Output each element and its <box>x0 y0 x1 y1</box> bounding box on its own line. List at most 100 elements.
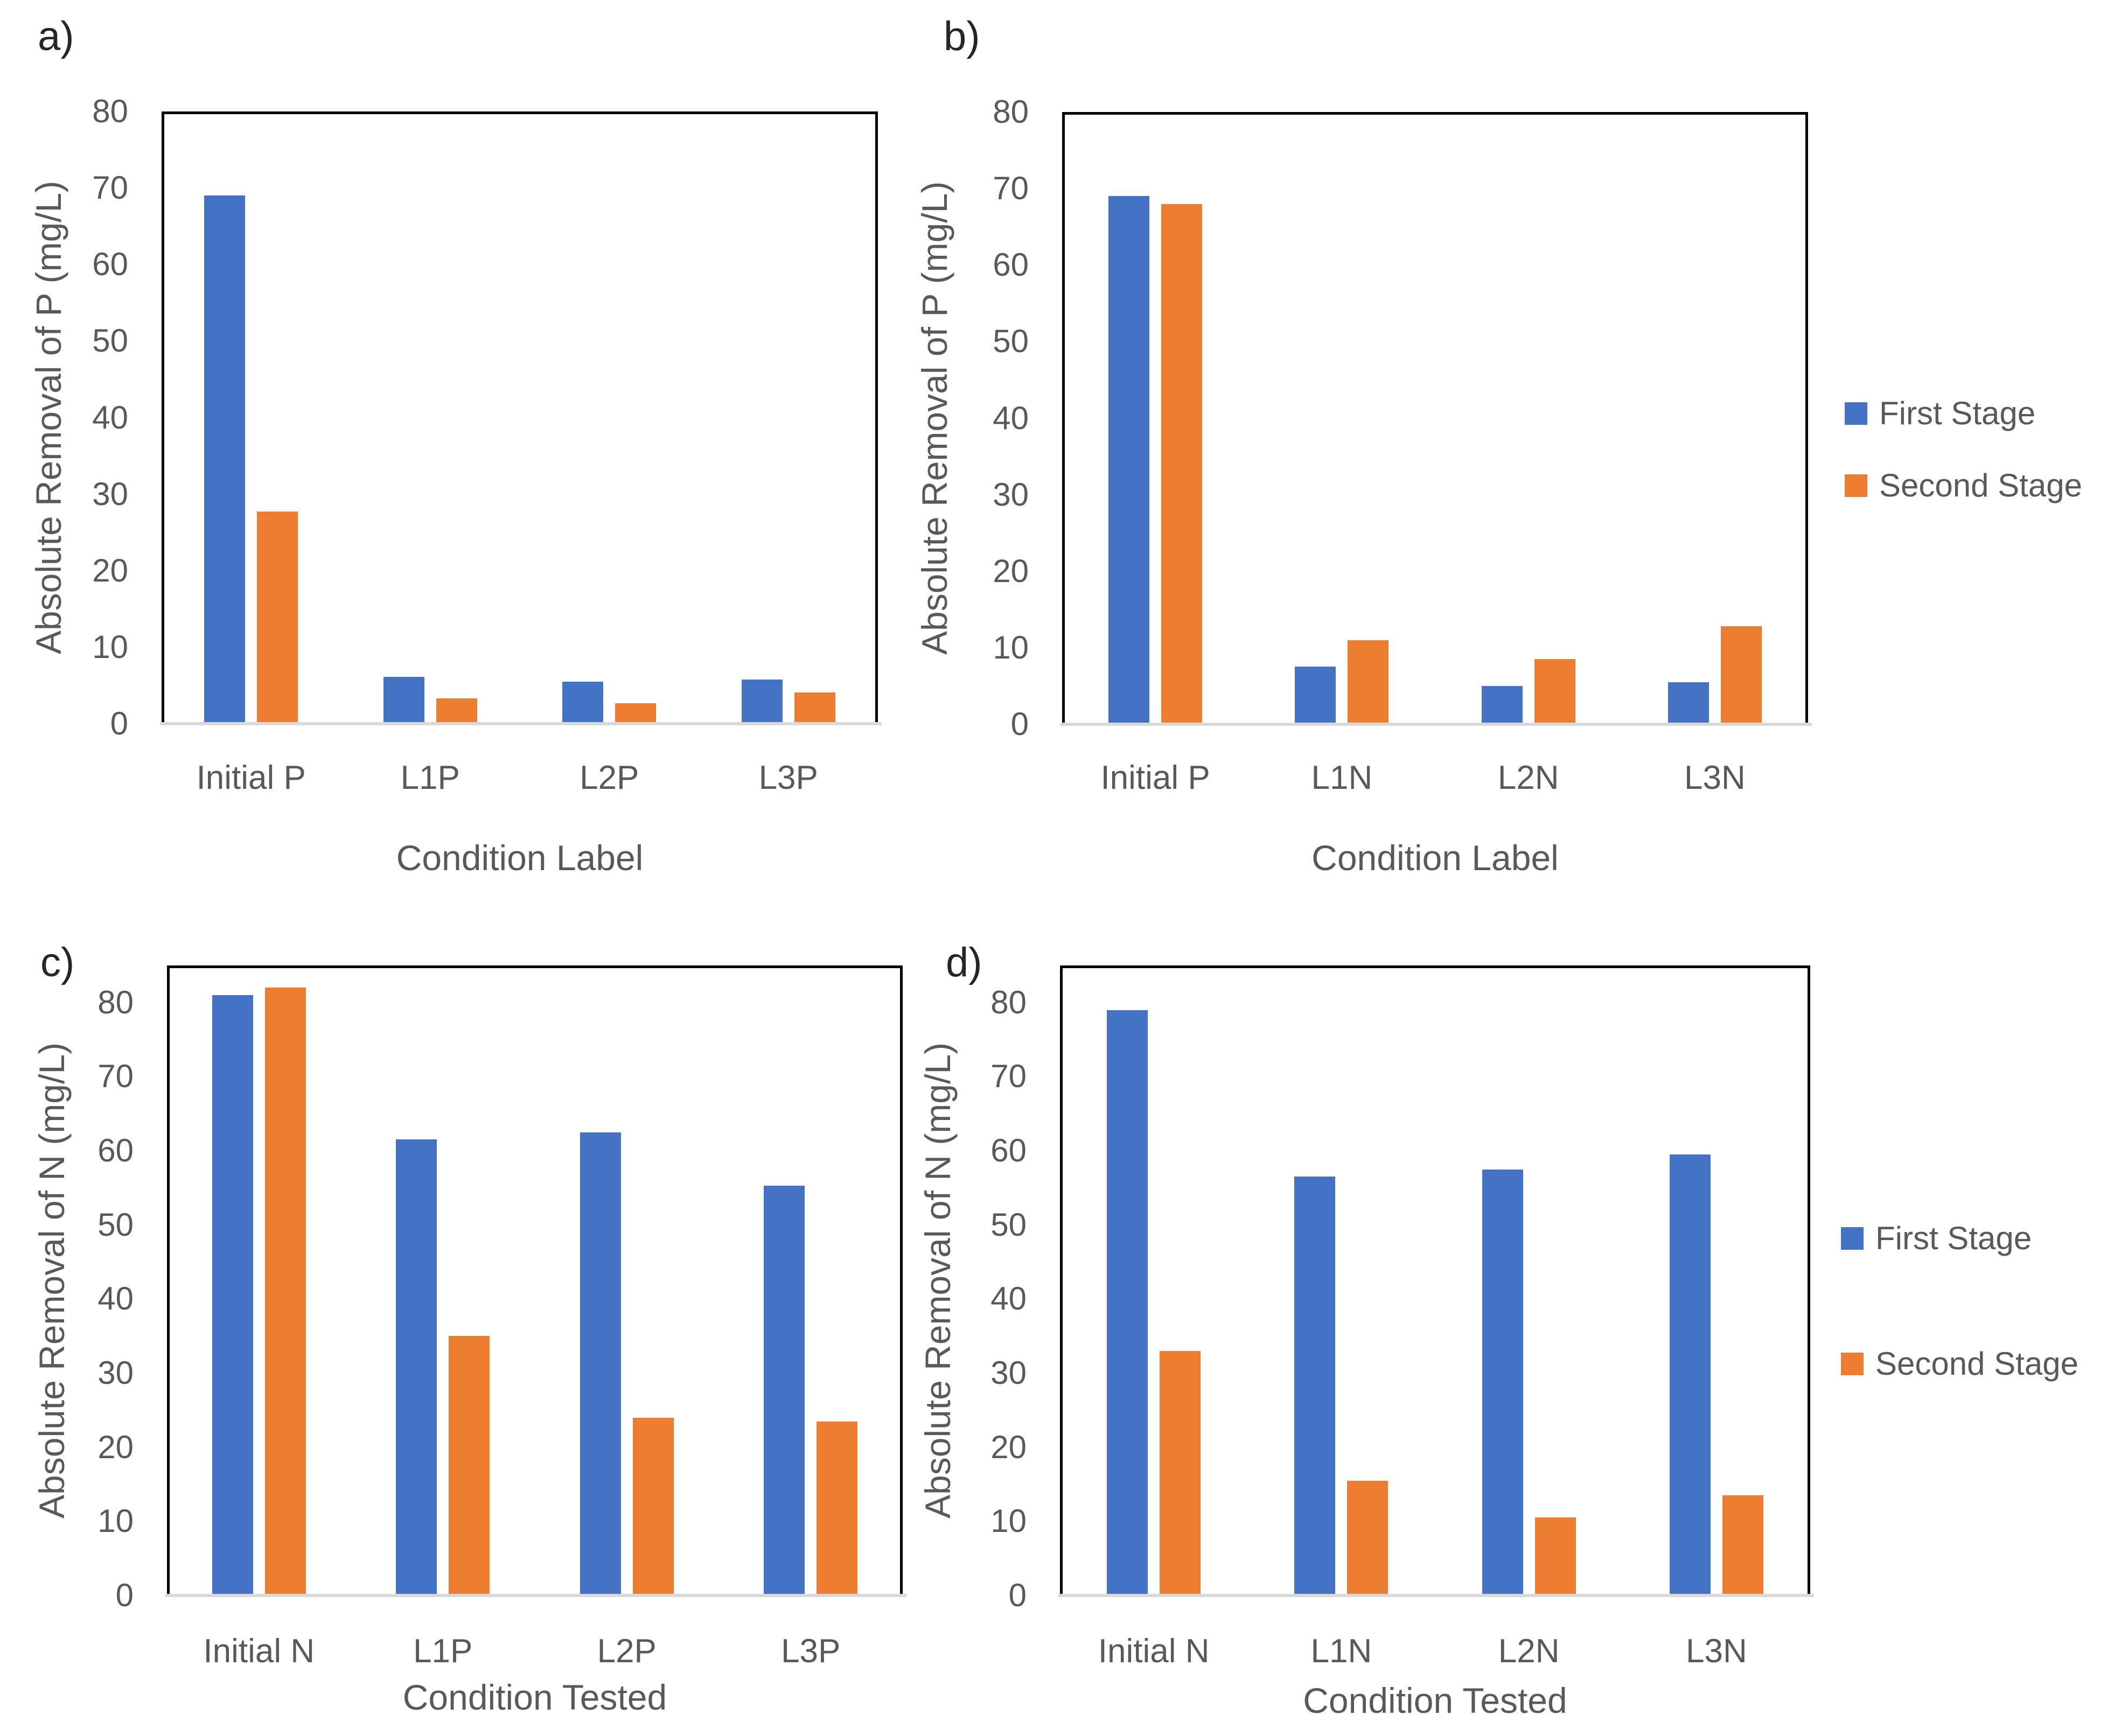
panel-c-bar-l3p-second-stage <box>817 1421 858 1595</box>
panel-a-bar-l1p-first-stage <box>383 677 424 724</box>
panel-c-bar-l3p-first-stage <box>764 1185 805 1595</box>
panel-a-bar-initial-p-second-stage <box>257 512 298 724</box>
panel-d-ytick-20: 20 <box>990 1429 1027 1465</box>
panel-d-x-axis-title: Condition Tested <box>1303 1681 1567 1720</box>
panel-a-ytick-50: 50 <box>92 323 128 359</box>
panel-d-ytick-70: 70 <box>990 1058 1027 1095</box>
legend-marker-first-stage <box>1841 1227 1864 1250</box>
panel-c-x-axis-title: Condition Tested <box>402 1677 667 1717</box>
panel-c-bar-initial-n-first-stage <box>212 995 253 1595</box>
legend-marker-second-stage <box>1841 1353 1864 1375</box>
panel-a-ytick-40: 40 <box>92 399 128 436</box>
panel-b-x-axis-title: Condition Label <box>1311 838 1559 878</box>
panel-c-ytick-50: 50 <box>97 1206 134 1243</box>
panel-a-category-initial-p: Initial P <box>196 759 306 796</box>
panel-b-category-l2n: L2N <box>1497 759 1559 796</box>
panel-c-ytick-20: 20 <box>97 1429 134 1465</box>
panel-b-bar-l1n-second-stage <box>1348 640 1389 724</box>
panel-c-ytick-80: 80 <box>97 984 134 1020</box>
panel-b-ytick-10: 10 <box>993 629 1029 666</box>
panel-a-bar-l1p-second-stage <box>436 698 477 724</box>
panel-a-ytick-0: 0 <box>110 705 128 741</box>
panel-d-category-initial-n: Initial N <box>1098 1633 1210 1670</box>
panel-d-ytick-30: 30 <box>990 1355 1027 1391</box>
panel-a-x-axis-line <box>160 722 882 725</box>
panel-a-category-l2p: L2P <box>580 759 639 796</box>
panel-b-ytick-30: 30 <box>993 476 1029 513</box>
panel-a-bar-l2p-first-stage <box>562 681 604 724</box>
panel-b-category-l1n: L1N <box>1311 759 1373 796</box>
panel-d-ytick-0: 0 <box>1008 1577 1027 1613</box>
panel-c-bar-l1p-first-stage <box>396 1139 437 1595</box>
panel-c-ytick-60: 60 <box>97 1132 134 1169</box>
panel-a-category-l1p: L1P <box>400 759 460 796</box>
legend-label-first-stage: First Stage <box>1879 395 2036 431</box>
panel-b-ytick-0: 0 <box>1010 706 1029 742</box>
panel-d-bar-l1n-second-stage <box>1347 1480 1389 1595</box>
panel-d-ytick-40: 40 <box>990 1280 1027 1317</box>
panel-b-x-axis-line <box>1060 723 1812 726</box>
panel-c-category-l3p: L3P <box>781 1633 841 1670</box>
panel-d-ytick-50: 50 <box>990 1206 1027 1243</box>
panel-c-ytick-70: 70 <box>97 1058 134 1095</box>
panel-b-ytick-80: 80 <box>993 94 1029 130</box>
panel-b-y-axis-title: Absolute Removal of P (mg/L) <box>915 181 954 655</box>
panel-c-ytick-40: 40 <box>97 1280 134 1317</box>
panel-b-ytick-20: 20 <box>993 552 1029 589</box>
panel-b-category-l3n: L3N <box>1684 759 1746 796</box>
panel-a-ytick-80: 80 <box>92 93 128 129</box>
panel-c-category-l2p: L2P <box>597 1633 657 1670</box>
panel-b-bar-initial-p-second-stage <box>1161 204 1203 724</box>
panel-a-bar-l2p-second-stage <box>615 703 657 724</box>
panel-d-bar-l3n-first-stage <box>1669 1154 1711 1595</box>
panel-d-bar-initial-n-first-stage <box>1107 1010 1148 1595</box>
panel-d-ytick-60: 60 <box>990 1132 1027 1169</box>
panel-a-bar-initial-p-first-stage <box>204 195 246 724</box>
panel-c-ytick-0: 0 <box>115 1577 134 1613</box>
panel-a-category-l3p: L3P <box>758 759 818 796</box>
panel-a-ytick-30: 30 <box>92 475 128 512</box>
panel-c-bar-initial-n-second-stage <box>264 988 306 1595</box>
panel-b-bar-l3n-first-stage <box>1668 682 1709 724</box>
panel-b-ytick-70: 70 <box>993 170 1029 207</box>
panel-a-bar-l3p-second-stage <box>794 692 835 724</box>
panel-b-bar-l2n-first-stage <box>1481 685 1523 724</box>
panel-a-label: a) <box>38 13 74 59</box>
panel-c-bar-l2p-first-stage <box>580 1132 621 1595</box>
panel-b-ytick-50: 50 <box>993 323 1029 360</box>
legend-marker-second-stage <box>1845 474 1867 497</box>
panel-b-ytick-40: 40 <box>993 400 1029 436</box>
panel-b-bar-initial-p-first-stage <box>1108 196 1150 724</box>
panel-d-category-l2n: L2N <box>1498 1633 1560 1670</box>
panel-d-y-axis-title: Absolute Removal of N (mg/L) <box>918 1042 958 1519</box>
panel-c-y-axis-title: Absolute Removal of N (mg/L) <box>32 1042 72 1519</box>
panel-c-label: c) <box>40 940 75 985</box>
panel-c-category-initial-n: Initial N <box>203 1633 315 1670</box>
panel-d-ytick-10: 10 <box>990 1503 1027 1539</box>
panel-c-x-axis-line <box>165 1594 906 1597</box>
panel-a-y-axis-title: Absolute Removal of P (mg/L) <box>29 180 68 655</box>
panel-d-ytick-80: 80 <box>990 984 1027 1020</box>
panel-d-category-l3n: L3N <box>1686 1633 1747 1670</box>
panel-a-ytick-70: 70 <box>92 170 128 206</box>
panel-d-bar-l2n-second-stage <box>1534 1517 1576 1595</box>
panel-d-bar-l1n-first-stage <box>1294 1177 1336 1595</box>
panel-d-bar-initial-n-second-stage <box>1160 1350 1201 1595</box>
panel-d-bar-l2n-first-stage <box>1482 1169 1523 1595</box>
panel-b-bar-l1n-first-stage <box>1295 667 1336 724</box>
panel-a-bar-l3p-first-stage <box>741 679 783 724</box>
panel-d-bar-l3n-second-stage <box>1722 1495 1763 1595</box>
panel-c-bar-l2p-second-stage <box>632 1417 674 1595</box>
panel-b-bar-l3n-second-stage <box>1720 626 1762 724</box>
panel-b-ytick-60: 60 <box>993 247 1029 283</box>
panel-d-category-l1n: L1N <box>1310 1633 1372 1670</box>
panel-d-x-axis-line <box>1058 1594 1814 1597</box>
legend-label-second-stage: Second Stage <box>1875 1346 2078 1382</box>
panel-c-ytick-10: 10 <box>97 1503 134 1539</box>
panel-a-ytick-60: 60 <box>92 246 128 283</box>
legend-label-first-stage: First Stage <box>1875 1220 2032 1256</box>
panel-d-label: d) <box>946 940 982 985</box>
panel-b-bar-l2n-second-stage <box>1534 659 1575 724</box>
panel-a-x-axis-title: Condition Label <box>396 838 644 878</box>
